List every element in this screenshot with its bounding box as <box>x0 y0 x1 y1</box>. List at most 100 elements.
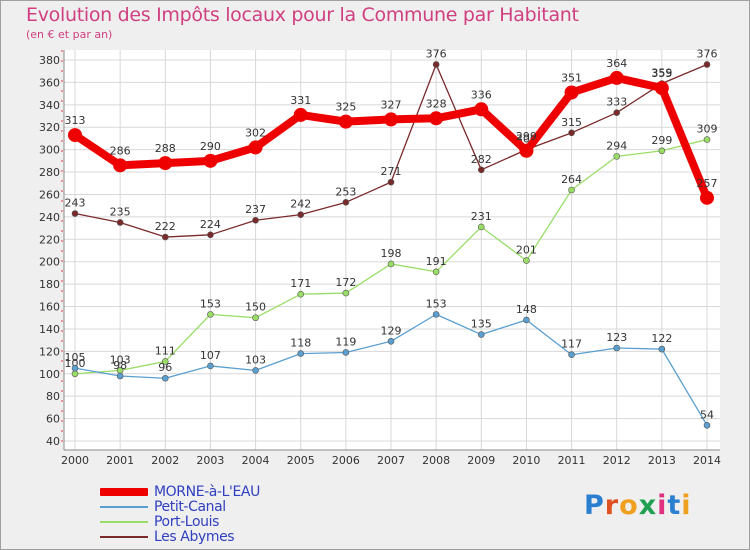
data-label-3: 253 <box>335 185 356 198</box>
data-label-0: 299 <box>516 130 537 143</box>
x-tick-label: 2013 <box>648 454 676 467</box>
data-point-2 <box>613 153 621 160</box>
data-label-0: 302 <box>245 126 266 139</box>
legend-swatch-3 <box>100 535 148 538</box>
chart-title: Evolution des Impôts locaux pour la Comm… <box>26 4 579 26</box>
data-label-0: 351 <box>561 71 582 84</box>
x-tick-label: 2008 <box>422 454 450 467</box>
data-point-3 <box>568 129 575 137</box>
data-label-0: 327 <box>381 98 402 111</box>
data-point-2 <box>252 314 259 322</box>
x-tick-label: 2003 <box>196 454 224 467</box>
y-tick-label: 340 <box>39 99 60 112</box>
data-label-2: 231 <box>471 210 492 223</box>
data-label-2: 111 <box>155 344 176 357</box>
data-point-2 <box>703 136 711 143</box>
data-point-1 <box>703 422 711 429</box>
x-tick-label: 2002 <box>151 454 179 467</box>
x-tick-label: 2010 <box>512 454 540 467</box>
data-point-1 <box>252 367 259 374</box>
data-label-1: 107 <box>200 349 221 362</box>
x-tick-label: 2000 <box>61 454 89 467</box>
y-tick-label: 180 <box>39 278 60 291</box>
data-label-0: 355 <box>651 67 672 80</box>
data-point-3 <box>387 178 395 186</box>
data-point-3 <box>613 109 621 116</box>
legend-item: MORNE-à-L'EAU <box>100 483 260 500</box>
data-point-1 <box>613 344 621 352</box>
data-label-1: 153 <box>426 297 447 310</box>
data-point-2 <box>342 289 350 297</box>
data-point-1 <box>116 372 124 380</box>
y-tick-label: 280 <box>39 166 60 179</box>
x-tick-label: 2005 <box>287 454 315 467</box>
y-tick-label: 120 <box>39 345 60 358</box>
legend-item: Port-Louis <box>100 513 260 530</box>
data-label-3: 237 <box>245 203 266 216</box>
data-point-1 <box>658 345 666 353</box>
data-point-2 <box>161 358 169 365</box>
data-label-1: 54 <box>700 408 714 421</box>
data-point-0 <box>68 128 82 143</box>
data-label-3: 282 <box>471 153 492 166</box>
data-point-0 <box>248 140 263 155</box>
data-point-2 <box>523 257 530 264</box>
data-point-2 <box>432 268 440 276</box>
legend-label-0: MORNE-à-L'EAU <box>154 483 260 500</box>
data-label-1: 123 <box>606 331 627 344</box>
legend-item: Petit-Canal <box>100 499 260 515</box>
data-label-1: 103 <box>245 353 266 366</box>
y-tick-label: 60 <box>46 413 60 426</box>
data-label-1: 119 <box>335 335 356 348</box>
data-label-0: 257 <box>697 177 718 190</box>
y-tick-label: 360 <box>39 76 60 89</box>
data-label-2: 153 <box>200 297 221 310</box>
x-tick-label: 2001 <box>106 454 134 467</box>
data-label-3: 333 <box>606 96 627 109</box>
legend-label-3: Les Abymes <box>154 528 235 545</box>
data-point-3 <box>71 210 79 217</box>
data-point-2 <box>658 147 666 155</box>
x-tick-label: 2011 <box>558 454 586 467</box>
data-label-1: 129 <box>381 324 402 337</box>
y-tick-label: 380 <box>39 54 60 67</box>
data-label-2: 198 <box>381 247 402 260</box>
x-tick-label: 2007 <box>377 454 405 467</box>
data-point-3 <box>477 166 485 174</box>
data-label-3: 359 <box>651 67 672 80</box>
legend-swatch-0 <box>100 487 148 496</box>
legend-label-2: Port-Louis <box>154 513 219 530</box>
data-label-1: 96 <box>158 361 172 374</box>
data-point-0 <box>609 70 624 85</box>
data-point-0 <box>158 156 173 171</box>
data-label-0: 288 <box>155 142 176 155</box>
y-tick-label: 220 <box>39 233 60 246</box>
legend-swatch-1 <box>100 505 148 508</box>
data-point-0 <box>474 102 489 117</box>
data-point-0 <box>384 112 398 127</box>
chart-subtitle: (en € et par an) <box>26 28 113 41</box>
data-point-1 <box>477 331 485 338</box>
data-label-3: 224 <box>200 218 221 231</box>
data-label-3: 271 <box>381 165 402 178</box>
x-tick-label: 2012 <box>603 454 631 467</box>
data-label-2: 100 <box>65 357 86 370</box>
x-tick-label: 2006 <box>332 454 360 467</box>
y-tick-label: 260 <box>39 188 60 201</box>
x-tick-label: 2009 <box>467 454 495 467</box>
data-point-1 <box>161 374 169 382</box>
data-point-1 <box>342 349 350 356</box>
data-point-0 <box>654 81 669 96</box>
y-tick-label: 80 <box>46 390 60 403</box>
y-tick-label: 40 <box>46 435 60 448</box>
data-point-0 <box>564 85 579 100</box>
data-label-2: 264 <box>561 173 582 186</box>
data-point-1 <box>523 316 530 324</box>
data-point-3 <box>161 233 169 241</box>
data-point-3 <box>297 211 305 218</box>
data-label-1: 148 <box>516 303 537 316</box>
data-point-2 <box>207 311 214 318</box>
data-point-0 <box>429 111 444 126</box>
data-label-2: 309 <box>697 123 718 136</box>
